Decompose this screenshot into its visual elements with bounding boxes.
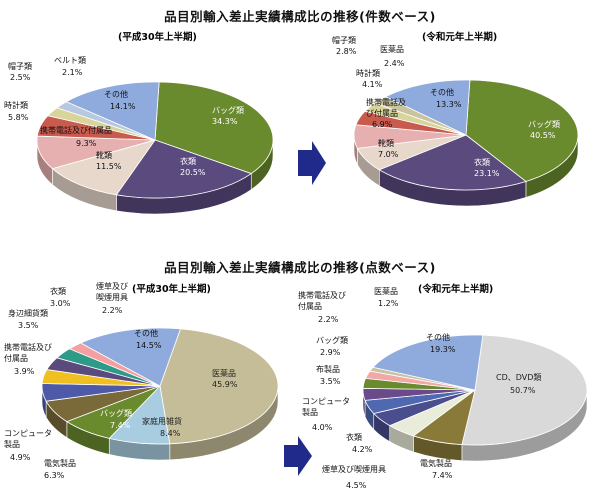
slice-label: バッグ類 xyxy=(316,335,348,345)
slice-label: 医薬品 xyxy=(374,286,398,296)
pie-slice xyxy=(154,81,274,175)
pie-slice xyxy=(372,334,484,391)
slice-label: 衣類 xyxy=(180,156,196,166)
slice-value: 3.0% xyxy=(50,299,71,308)
slice-label: 帽子類 xyxy=(8,61,32,71)
slice-label: 煙草及び喫煙用具 xyxy=(322,464,386,474)
slice-label: 身辺細貨類 xyxy=(8,308,48,318)
slice-value: 3.9% xyxy=(14,367,35,376)
slice-value: 2.5% xyxy=(10,73,31,82)
slice-value: 4.5% xyxy=(346,481,367,490)
slice-value: 2.1% xyxy=(62,68,83,77)
slice-value: 50.7% xyxy=(510,386,536,395)
slice-label: その他 xyxy=(134,328,158,338)
slice-label: 携帯電話及び付属品 xyxy=(4,342,52,363)
slice-label: 煙草及び喫煙用具 xyxy=(96,281,128,302)
slice-label: その他 xyxy=(104,89,128,99)
pie-slice xyxy=(159,328,279,445)
slice-label: 携帯電話及び付属品 xyxy=(366,97,406,118)
pie-slice xyxy=(384,79,471,136)
pie-title: (平成30年上半期) xyxy=(118,31,197,43)
pie-slice xyxy=(79,327,182,387)
pie-chart-2: (令和元年上半期) バッグ類 40.5% 衣類 23.1% 靴類 7.0% 携帯電話及び付属品… xyxy=(332,31,579,207)
pie-chart-4: (令和元年上半期) CD、DVD類 50.7% 電気製品 7.4% 煙草及び喫煙用具 4.5… xyxy=(298,283,588,490)
slice-label: コンピュータ製品 xyxy=(302,397,350,417)
slice-value: 4.2% xyxy=(352,445,373,454)
slice-value: 2.2% xyxy=(318,315,339,324)
pie-title: (令和元年上半期) xyxy=(422,31,497,43)
slice-label: 時計類 xyxy=(4,100,28,110)
slice-value: 2.4% xyxy=(384,59,405,68)
slice-label: 靴類 xyxy=(96,150,112,160)
slice-value: 1.2% xyxy=(378,299,399,308)
slice-value: 14.5% xyxy=(136,341,162,350)
pie-slice xyxy=(465,79,579,182)
slice-value: 11.5% xyxy=(96,162,122,171)
arrow-right-icon xyxy=(298,141,326,185)
slice-label: CD、DVD類 xyxy=(496,372,541,382)
slice-value: 5.8% xyxy=(8,113,29,122)
slice-value: 3.5% xyxy=(18,321,39,330)
pie-slice xyxy=(51,139,156,196)
slice-label: 時計類 xyxy=(356,68,380,78)
slice-label: 靴類 xyxy=(378,138,394,148)
slice-value: 19.3% xyxy=(430,345,456,354)
slice-label: 医薬品 xyxy=(212,368,236,378)
pie-chart-1: (平成30年上半期) バッグ類 34.3% 衣類 20.5% 靴類 11.5% 携帯電話及び付… xyxy=(4,31,274,215)
slice-value: 34.3% xyxy=(212,117,238,126)
pie-slice xyxy=(378,134,527,191)
slice-label: バッグ類 xyxy=(528,119,560,129)
pie-slice xyxy=(115,139,253,199)
slice-value: 6.3% xyxy=(44,471,65,480)
slice-value: 4.9% xyxy=(10,453,31,462)
pie-title: (令和元年上半期) xyxy=(418,283,493,295)
slice-label: バッグ類 xyxy=(100,408,132,418)
slice-value: 8.4% xyxy=(160,429,181,438)
slice-label: コンピュータ製品 xyxy=(4,429,52,449)
pie-title: (平成30年上半期) xyxy=(132,283,211,295)
slice-label: その他 xyxy=(426,332,450,342)
pie-side-walls xyxy=(353,134,579,207)
arrow-right-icon xyxy=(284,436,312,476)
slice-label: 電気製品 xyxy=(44,458,76,468)
slice-value: 6.9% xyxy=(372,120,393,129)
slice-value: 7.4% xyxy=(432,471,453,480)
slice-value: 2.2% xyxy=(102,306,123,315)
slice-value: 3.5% xyxy=(320,377,341,386)
slice-value: 14.1% xyxy=(110,102,136,111)
slice-label: 携帯電話及び付属品 xyxy=(40,125,112,135)
pie-chart-3: (平成30年上半期) 医薬品 45.9% 家庭用雑貨 8.4% バッグ類 7.4% 電気製品 6… xyxy=(4,281,279,480)
slice-label: ベルト類 xyxy=(54,55,86,65)
slice-value: 40.5% xyxy=(530,131,556,140)
pie-slice xyxy=(461,334,588,446)
slice-value: 4.0% xyxy=(312,423,333,432)
slice-value: 9.3% xyxy=(76,139,97,148)
slice-label: バッグ類 xyxy=(212,105,244,115)
slice-label: 電気製品 xyxy=(420,458,452,468)
slice-label: 衣類 xyxy=(474,157,490,167)
slice-label: 帽子類 xyxy=(332,35,356,45)
slice-label: 家庭用雑貨 xyxy=(142,416,182,426)
slice-value: 23.1% xyxy=(474,169,500,178)
slice-label: 衣類 xyxy=(346,432,362,442)
slice-value: 2.8% xyxy=(336,47,357,56)
slice-value: 13.3% xyxy=(436,100,462,109)
slice-value: 45.9% xyxy=(212,380,238,389)
slice-value: 2.9% xyxy=(320,348,341,357)
slice-label: 携帯電話及び付属品 xyxy=(298,290,346,311)
slice-label: 衣類 xyxy=(50,286,66,296)
slice-value: 4.1% xyxy=(362,80,383,89)
slice-value: 7.4% xyxy=(110,421,131,430)
slice-value: 20.5% xyxy=(180,168,206,177)
section-title-items: 品目別輸入差止実績構成比の推移(点数ベース) xyxy=(164,260,436,275)
pie-slice xyxy=(65,81,160,141)
slice-label: 医薬品 xyxy=(380,44,404,54)
slice-value: 7.0% xyxy=(378,150,399,159)
section-title-count: 品目別輸入差止実績構成比の推移(件数ベース) xyxy=(164,9,436,24)
slice-label: 布製品 xyxy=(316,364,340,374)
slice-label: その他 xyxy=(430,87,454,97)
